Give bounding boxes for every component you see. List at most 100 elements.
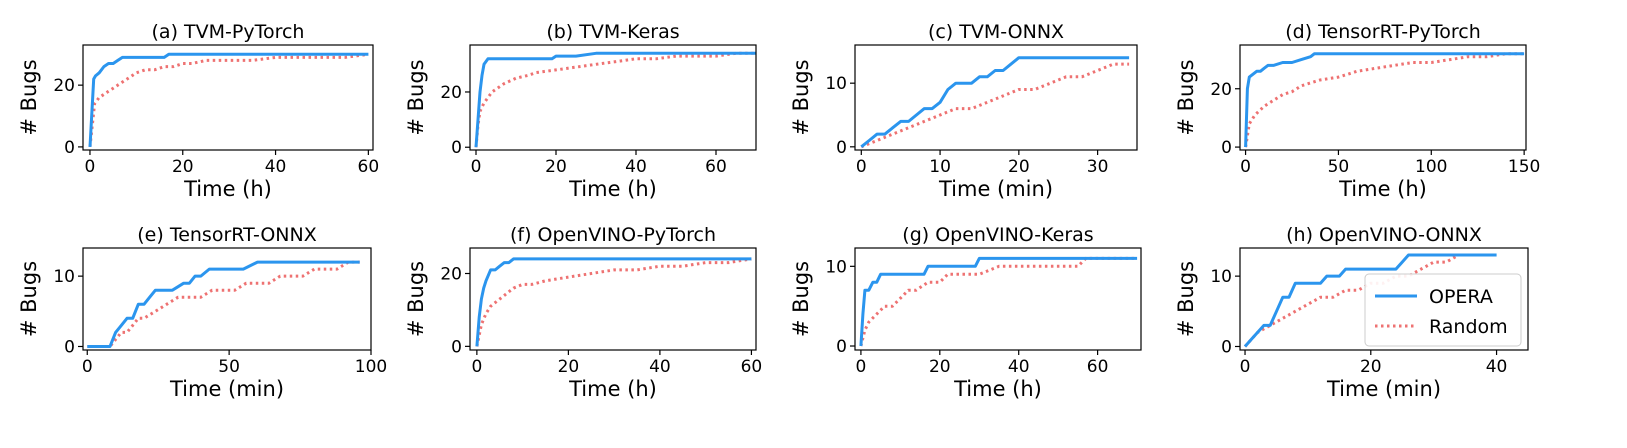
legend-box bbox=[1364, 273, 1522, 347]
opera-line bbox=[1244, 52, 1525, 148]
random-line bbox=[88, 52, 369, 148]
axes-frame bbox=[82, 44, 374, 151]
random-line bbox=[859, 256, 1138, 347]
x-tick-label: 20 bbox=[172, 157, 194, 177]
axes-frame bbox=[854, 247, 1142, 351]
y-tick-label: 0 bbox=[451, 337, 462, 357]
panel-4: (d) TensorRT-PyTorch 0 50 100 150 0 20 Time (h)… bbox=[1174, 21, 1540, 201]
y-axis-label: # Bugs bbox=[1174, 59, 1198, 135]
legend-opera-label: OPERA bbox=[1429, 286, 1493, 308]
x-tick-label: 50 bbox=[218, 357, 240, 377]
axes-frame bbox=[82, 247, 372, 351]
x-tick-label: 30 bbox=[1087, 157, 1109, 177]
x-tick-label: 20 bbox=[558, 357, 580, 377]
panel-title: (g) OpenVINO-Keras bbox=[902, 224, 1093, 246]
x-tick-label: 0 bbox=[85, 157, 96, 177]
x-tick-label: 50 bbox=[1328, 157, 1350, 177]
x-tick-label: 150 bbox=[1508, 157, 1540, 177]
random-line bbox=[860, 62, 1130, 149]
panel-title: (e) TensorRT-ONNX bbox=[137, 224, 316, 246]
panel-title: (c) TVM-ONNX bbox=[928, 21, 1064, 43]
x-tick-label: 0 bbox=[1240, 357, 1251, 377]
y-tick-label: 0 bbox=[836, 337, 847, 357]
random-line bbox=[87, 260, 360, 348]
panel-title: (a) TVM-PyTorch bbox=[152, 21, 305, 43]
opera-line bbox=[87, 260, 360, 348]
x-tick-label: 100 bbox=[355, 357, 387, 377]
x-tick-label: 0 bbox=[471, 357, 482, 377]
panel-7: (g) OpenVINO-Keras 0 20 40 60 0 10 Time (h) # Bu… bbox=[789, 224, 1142, 401]
panel-5: (e) TensorRT-ONNX 0 50 100 0 10 Time (min) # Bu… bbox=[17, 224, 387, 401]
axes-frame bbox=[1239, 247, 1529, 351]
x-tick-label: 40 bbox=[1486, 357, 1508, 377]
x-tick-label: 60 bbox=[705, 157, 727, 177]
axes-frame bbox=[854, 44, 1138, 151]
x-axis-label: Time (h) bbox=[953, 377, 1042, 401]
x-tick-label: 0 bbox=[1240, 157, 1251, 177]
panel-title: (b) TVM-Keras bbox=[546, 21, 679, 43]
x-tick-label: 0 bbox=[471, 157, 482, 177]
x-tick-label: 60 bbox=[358, 157, 380, 177]
y-tick-label: 0 bbox=[836, 138, 847, 158]
panel-title: (d) TensorRT-PyTorch bbox=[1285, 21, 1481, 43]
x-tick-label: 10 bbox=[929, 157, 951, 177]
panel-title: (f) OpenVINO-PyTorch bbox=[510, 224, 716, 246]
axes-frame bbox=[1239, 44, 1527, 151]
y-axis-label: # Bugs bbox=[404, 261, 428, 337]
x-axis-label: Time (h) bbox=[568, 177, 657, 201]
random-line bbox=[474, 51, 756, 148]
axes-frame bbox=[469, 247, 757, 351]
x-tick-label: 20 bbox=[929, 357, 951, 377]
x-axis-label: Time (h) bbox=[568, 377, 657, 401]
opera-line bbox=[860, 56, 1130, 148]
y-tick-label: 10 bbox=[1210, 267, 1232, 287]
x-tick-label: 0 bbox=[856, 357, 867, 377]
x-tick-label: 40 bbox=[625, 157, 647, 177]
axes-frame bbox=[469, 44, 757, 151]
y-tick-label: 0 bbox=[64, 337, 75, 357]
x-axis-label: Time (min) bbox=[1326, 377, 1441, 401]
y-axis-label: # Bugs bbox=[1174, 261, 1198, 337]
x-axis-label: Time (h) bbox=[183, 177, 272, 201]
legend-random-label: Random bbox=[1429, 316, 1508, 338]
legend: OPERA Random bbox=[1364, 273, 1522, 347]
opera-line bbox=[475, 257, 752, 347]
x-tick-label: 60 bbox=[1087, 357, 1109, 377]
y-axis-label: # Bugs bbox=[17, 59, 41, 135]
x-tick-label: 0 bbox=[82, 357, 93, 377]
x-tick-label: 40 bbox=[1008, 357, 1030, 377]
y-axis-label: # Bugs bbox=[17, 261, 41, 337]
x-tick-label: 40 bbox=[649, 357, 671, 377]
x-axis-label: Time (h) bbox=[1338, 177, 1427, 201]
y-tick-label: 20 bbox=[1210, 80, 1232, 100]
panel-title: (h) OpenVINO-ONNX bbox=[1286, 224, 1482, 246]
y-tick-label: 0 bbox=[451, 138, 462, 158]
y-tick-label: 20 bbox=[53, 76, 75, 96]
random-line bbox=[1244, 52, 1525, 148]
opera-line bbox=[1243, 253, 1497, 348]
y-tick-label: 0 bbox=[64, 138, 75, 158]
panel-8: (h) OpenVINO-ONNX 0 20 40 0 10 Time (min) # Bug… bbox=[1174, 224, 1529, 401]
x-tick-label: 40 bbox=[265, 157, 287, 177]
x-axis-label: Time (min) bbox=[169, 377, 284, 401]
random-line bbox=[475, 257, 752, 347]
x-tick-label: 20 bbox=[1360, 357, 1382, 377]
x-axis-label: Time (min) bbox=[938, 177, 1053, 201]
y-tick-label: 10 bbox=[825, 257, 847, 277]
opera-line bbox=[88, 52, 369, 147]
x-tick-label: 20 bbox=[1008, 157, 1030, 177]
y-axis-label: # Bugs bbox=[789, 59, 813, 135]
y-tick-label: 10 bbox=[53, 267, 75, 287]
y-axis-label: # Bugs bbox=[789, 261, 813, 337]
y-tick-label: 20 bbox=[440, 83, 462, 103]
x-tick-label: 20 bbox=[545, 157, 567, 177]
y-tick-label: 0 bbox=[1221, 337, 1232, 357]
y-axis-label: # Bugs bbox=[404, 59, 428, 135]
opera-line bbox=[859, 256, 1138, 347]
